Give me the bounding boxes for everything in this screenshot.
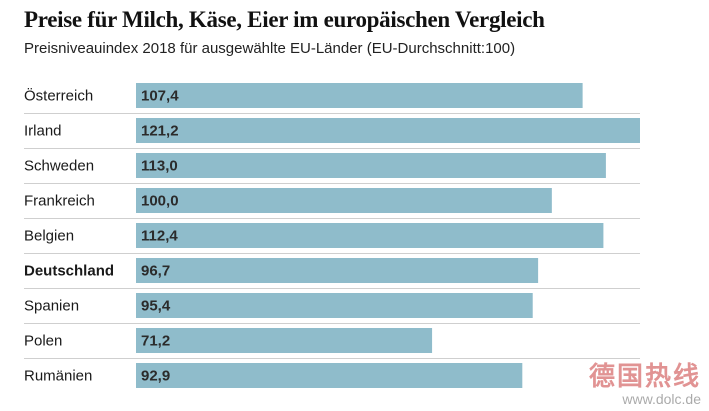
category-label-deutschland: Deutschland [24,263,114,280]
category-label-spanien: Spanien [24,298,79,315]
bar-belgien [136,223,604,248]
category-label-osterreich: Österreich [24,87,93,105]
bar-polen [136,328,433,353]
value-label-deutschland: 96,7 [141,263,170,280]
category-label-schweden: Schweden [24,158,94,175]
value-label-rumanien: 92,9 [141,368,170,385]
category-label-polen: Polen [24,333,62,350]
category-label-belgien: Belgien [24,228,74,245]
chart-title: Preise für Milch, Käse, Eier im europäis… [24,7,545,32]
bar-frankreich [136,188,552,213]
category-label-irland: Irland [24,123,62,140]
value-label-spanien: 95,4 [141,298,171,315]
bar-irland [136,118,640,143]
bar-spanien [136,293,533,318]
bar-deutschland [136,258,539,283]
value-label-irland: 121,2 [141,123,179,140]
value-label-schweden: 113,0 [141,158,178,175]
category-label-frankreich: Frankreich [24,193,95,210]
bar-rumanien [136,363,523,388]
value-label-frankreich: 100,0 [141,193,179,210]
bar-osterreich [136,83,583,108]
value-label-polen: 71,2 [141,333,170,350]
value-label-belgien: 112,4 [141,228,178,245]
category-label-rumanien: Rumänien [24,368,92,385]
bar-schweden [136,153,606,178]
chart-subtitle: Preisniveauindex 2018 für ausgewählte EU… [24,40,516,57]
value-label-osterreich: 107,4 [141,88,179,105]
